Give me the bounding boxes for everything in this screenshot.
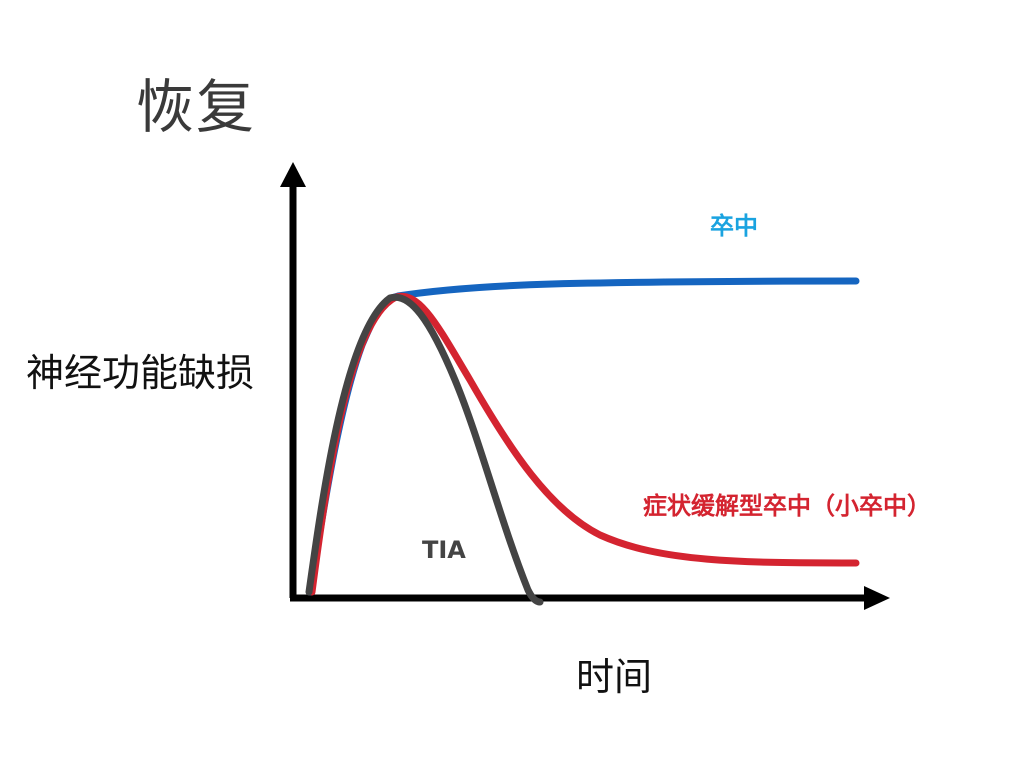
y-axis-label: 神经功能缺损 [26, 351, 255, 395]
page-title: 恢复 [136, 73, 257, 141]
minor-stroke-curve [308, 292, 860, 596]
x-axis-arrowhead [864, 586, 890, 610]
stroke-curve-label: 卒中 [710, 212, 758, 240]
y-axis-arrowhead [280, 162, 306, 187]
tia-curve-label: TIA [422, 536, 466, 564]
tia-curve [305, 293, 544, 606]
x-axis-label: 时间 [576, 655, 653, 699]
minor-stroke-curve-label: 症状缓解型卒中（小卒中） [643, 492, 931, 520]
stroke-curve [306, 277, 860, 596]
